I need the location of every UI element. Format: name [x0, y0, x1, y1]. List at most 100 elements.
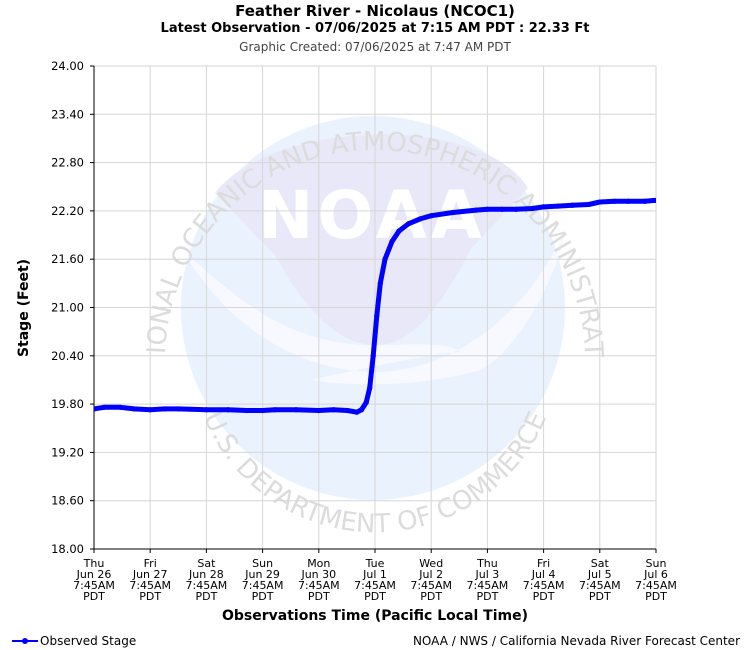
x-tick-label-line: Sat: [591, 557, 610, 570]
y-tick-label: 19.20: [51, 445, 84, 459]
x-tick-label-line: 7:45AM: [579, 579, 621, 592]
x-tick-label-line: Jul 5: [587, 568, 612, 581]
data-point: [176, 406, 182, 412]
x-tick-label-line: Sat: [197, 557, 216, 570]
x-tick-label-line: 7:45AM: [410, 579, 452, 592]
axes: [90, 65, 657, 553]
x-tick-label-line: Fri: [144, 557, 157, 570]
y-tick-label: 20.40: [51, 349, 84, 363]
x-tick-label-line: Jul 6: [643, 568, 668, 581]
data-point: [374, 312, 380, 319]
y-axis-label: Stage (Feet): [16, 259, 32, 357]
y-tick-label: 24.00: [51, 59, 84, 73]
x-tick-label-line: PDT: [252, 590, 274, 603]
data-point: [354, 409, 360, 415]
data-point: [162, 406, 168, 412]
x-tick-label-line: PDT: [420, 590, 442, 603]
x-tick-label-line: PDT: [476, 590, 498, 603]
x-tick-label-line: Jul 1: [362, 568, 387, 581]
x-tick-label-line: Jul 3: [475, 568, 500, 581]
data-point: [597, 199, 603, 205]
y-tick-label: 21.60: [51, 252, 84, 266]
data-point: [484, 206, 490, 212]
data-point: [405, 221, 411, 227]
x-tick-label: Sat Jul 5 7:45AM PDT: [579, 557, 621, 603]
data-point: [611, 198, 618, 204]
data-point: [586, 201, 592, 208]
x-tick-label-line: PDT: [533, 590, 555, 603]
y-tick-label: 21.00: [51, 301, 84, 315]
data-point: [344, 407, 351, 414]
legend-line-marker: [12, 638, 38, 644]
y-tick-labels: 18.00 18.60 19.20 19.80 20.40 21.00 21.60 22.20…: [51, 59, 84, 556]
grid: [93, 65, 657, 550]
data-point: [625, 198, 632, 204]
data-point: [473, 207, 479, 213]
data-point: [370, 353, 376, 359]
data-point: [316, 407, 322, 414]
x-tick-label-line: Fri: [537, 557, 550, 570]
x-tick-label-line: PDT: [308, 590, 330, 603]
data-point: [652, 197, 656, 204]
data-point: [203, 407, 209, 413]
data-point: [382, 256, 388, 262]
data-point: [330, 407, 337, 413]
data-point: [499, 206, 505, 212]
x-tick-label-line: PDT: [364, 590, 386, 603]
x-tick-label-line: Tue: [365, 557, 385, 570]
data-point: [293, 407, 299, 413]
data-point: [417, 216, 423, 222]
data-point: [131, 406, 137, 412]
x-tick-label-line: PDT: [83, 590, 105, 603]
x-tick-label-line: 7:45AM: [242, 579, 284, 592]
y-tick-label: 23.40: [51, 107, 84, 121]
x-tick-label: Wed Jul 2 7:45AM PDT: [410, 557, 452, 603]
x-tick-label-line: 7:45AM: [73, 579, 115, 592]
x-tick-label-line: Thu: [476, 557, 498, 570]
x-tick-label-line: Jun 28: [188, 568, 224, 581]
x-tick-label: Thu Jun 26 7:45AM PDT: [73, 557, 115, 603]
data-point: [450, 209, 456, 216]
x-tick-label-line: Jun 29: [244, 568, 280, 581]
data-point: [555, 203, 561, 209]
x-tick-label-line: Jun 30: [300, 568, 336, 581]
data-point: [541, 204, 547, 210]
x-tick-label: Sat Jun 28 7:45AM PDT: [186, 557, 228, 603]
legend-label: Observed Stage: [40, 634, 137, 648]
x-tick-label: Tue Jul 1 7:45AM PDT: [354, 557, 396, 603]
x-tick-label: Fri Jul 4 7:45AM PDT: [523, 557, 565, 603]
x-tick-label-line: 7:45AM: [354, 579, 396, 592]
data-point: [529, 205, 536, 212]
x-tick-label: Fri Jun 27 7:45AM PDT: [129, 557, 171, 603]
noaa-logo-wave: [182, 230, 565, 385]
x-tick-label: Mon Jun 30 7:45AM PDT: [298, 557, 340, 603]
noaa-logo-upper: [215, 134, 528, 345]
data-point: [94, 406, 97, 412]
y-tick-label: 19.80: [51, 397, 84, 411]
data-point: [389, 238, 395, 245]
data-point: [642, 198, 648, 204]
x-tick-label-line: 7:45AM: [129, 579, 171, 592]
x-tick-label-line: PDT: [589, 590, 611, 603]
x-tick-label-line: 7:45AM: [523, 579, 565, 592]
data-point: [363, 399, 369, 406]
data-point: [396, 228, 402, 234]
x-tick-label-line: 7:45AM: [467, 579, 509, 592]
data-point: [225, 407, 231, 413]
data-point: [101, 404, 107, 410]
x-axis-label: Observations Time (Pacific Local Time): [222, 608, 528, 624]
x-tick-label-line: Jul 2: [418, 568, 443, 581]
x-tick-label-line: Sun: [646, 557, 667, 570]
x-tick-label: Sun Jun 29 7:45AM PDT: [242, 557, 284, 603]
x-tick-label-line: 7:45AM: [298, 579, 340, 592]
legend: Observed Stage: [12, 634, 136, 648]
data-point: [513, 206, 519, 212]
x-tick-label-line: PDT: [195, 590, 217, 603]
y-tick-label: 18.60: [51, 494, 84, 508]
x-tick-label-line: 7:45AM: [186, 579, 228, 592]
series-observed-stage: [94, 197, 656, 415]
data-point: [117, 404, 123, 410]
x-tick-label-line: Jul 4: [531, 568, 556, 581]
data-point: [377, 280, 383, 286]
